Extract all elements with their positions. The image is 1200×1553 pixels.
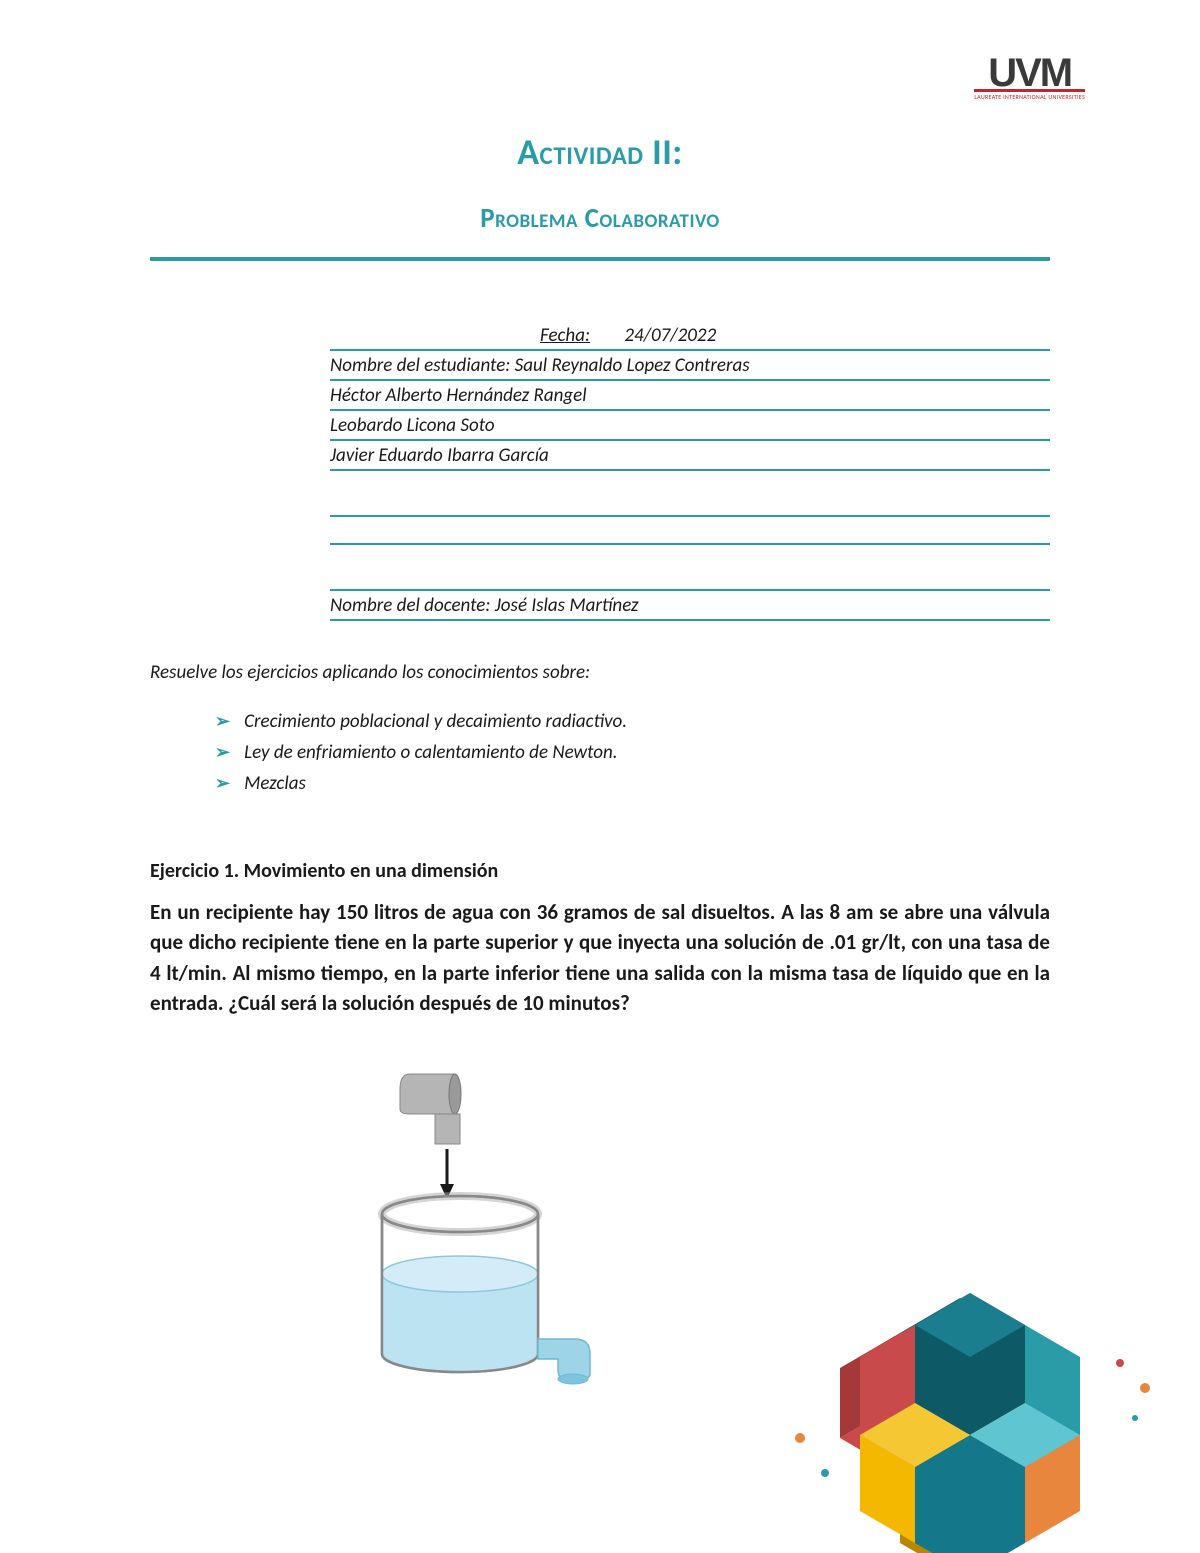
- exercise-body: En un recipiente hay 150 litros de agua …: [150, 897, 1050, 1019]
- bullet-1: ➢ Crecimiento poblacional y decaimiento …: [215, 706, 1050, 737]
- title-rule: [150, 257, 1050, 261]
- teacher-row: Nombre del docente: José Islas Martínez: [330, 591, 1050, 621]
- teacher-label: Nombre del docente:: [330, 594, 490, 617]
- date-row: Fecha: 24/07/2022: [330, 321, 1050, 351]
- uvm-logo: UVM LAUREATE INTERNATIONAL UNIVERSITIES: [974, 55, 1085, 101]
- bullet-text-1: Crecimiento poblacional y decaimiento ra…: [244, 707, 627, 737]
- instructions: Resuelve los ejercicios aplicando los co…: [150, 661, 1050, 684]
- student-label: Nombre del estudiante:: [330, 354, 510, 377]
- blank-row-2: [330, 517, 1050, 545]
- arrow-icon: ➢: [215, 768, 230, 798]
- name-row-2: Leobardo Licona Soto: [330, 411, 1050, 441]
- student-name: Saul Reynaldo Lopez Contreras: [515, 354, 750, 377]
- arrow-icon: ➢: [215, 737, 230, 767]
- bullet-text-3: Mezclas: [244, 769, 306, 799]
- title-sub: Problema Colaborativo: [150, 202, 1050, 235]
- exercise-title: Ejercicio 1. Movimiento en una dimensión: [150, 859, 1050, 883]
- name-row-1: Héctor Alberto Hernández Rangel: [330, 381, 1050, 411]
- bullet-2: ➢ Ley de enfriamiento o calentamiento de…: [215, 737, 1050, 768]
- tank-svg: [340, 1054, 640, 1394]
- blank-row-1: [330, 489, 1050, 517]
- bullet-text-2: Ley de enfriamiento o calentamiento de N…: [244, 738, 618, 768]
- tank-diagram: [340, 1054, 1050, 1399]
- student-row: Nombre del estudiante: Saul Reynaldo Lop…: [330, 351, 1050, 381]
- bullet-list: ➢ Crecimiento poblacional y decaimiento …: [215, 706, 1050, 799]
- name-row-3: Javier Eduardo Ibarra García: [330, 441, 1050, 471]
- arrow-icon: ➢: [215, 706, 230, 736]
- title-block: Actividad II: Problema Colaborativo: [150, 130, 1050, 261]
- document-page: UVM LAUREATE INTERNATIONAL UNIVERSITIES …: [0, 0, 1200, 1399]
- logo-subtitle: LAUREATE INTERNATIONAL UNIVERSITIES: [974, 93, 1085, 101]
- date-spacer: [594, 324, 620, 347]
- date-value: 24/07/2022: [624, 324, 716, 347]
- title-main: Actividad II:: [150, 130, 1050, 174]
- blank-row-3: [330, 563, 1050, 591]
- info-block: Fecha: 24/07/2022 Nombre del estudiante:…: [330, 321, 1050, 621]
- date-label: Fecha:: [540, 324, 590, 347]
- teacher-name: José Islas Martínez: [495, 594, 639, 617]
- bullet-3: ➢ Mezclas: [215, 768, 1050, 799]
- logo-text: UVM: [974, 55, 1085, 91]
